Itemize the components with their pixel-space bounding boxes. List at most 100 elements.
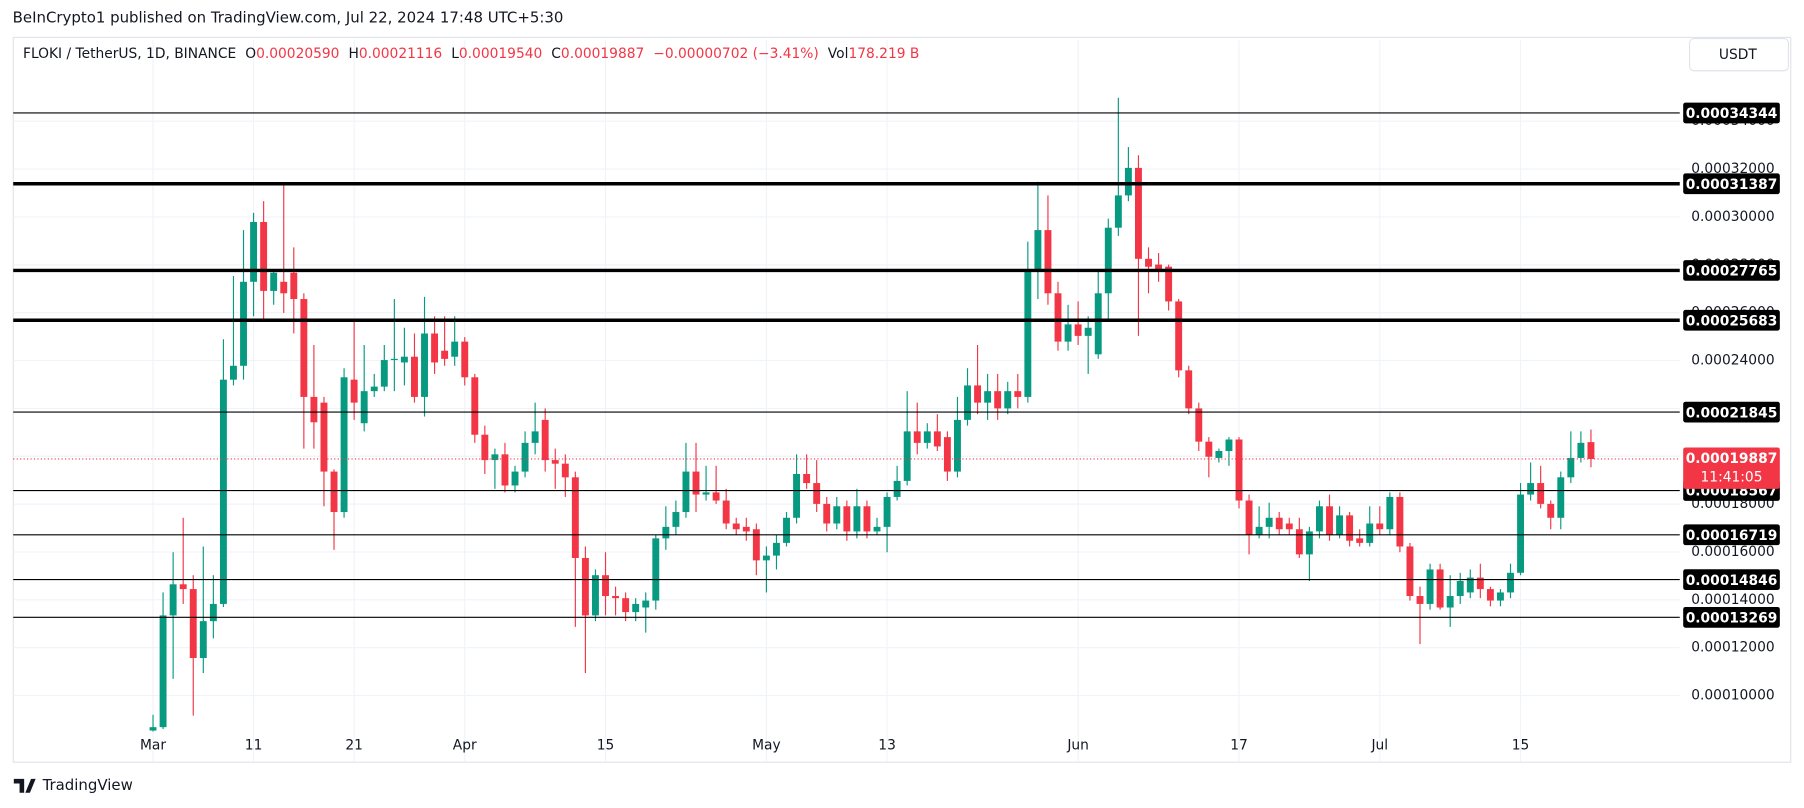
plot: 0.00010000 0.00012000 0.00014000 0.00016000… [13, 40, 1780, 762]
candle-body [350, 379, 358, 403]
candle-body [491, 454, 499, 461]
candle-body [823, 503, 831, 524]
candle-body [803, 473, 811, 484]
y-tick-label: 0.00030000 [1691, 209, 1774, 225]
countdown-label: 11:41:05 [1701, 469, 1763, 485]
candle-body [954, 419, 961, 472]
level-label-box [1683, 401, 1780, 423]
candle-body [702, 492, 710, 495]
candle-body [1265, 517, 1273, 527]
legend-key: Vol [828, 46, 849, 62]
candle-body [1004, 391, 1012, 409]
candle-body [1386, 496, 1394, 530]
candle-body [521, 442, 529, 472]
level-label: 0.00016719 [1686, 528, 1778, 544]
candle-body [1527, 483, 1535, 495]
y-tick-label: 0.00010000 [1691, 688, 1774, 704]
candle-body [380, 360, 388, 387]
level-label-box [1683, 260, 1780, 281]
candle-body [1305, 531, 1313, 555]
candle-body [1104, 227, 1112, 294]
candle-body [511, 471, 519, 486]
candle-body [1547, 503, 1555, 518]
candle-body [1577, 442, 1585, 458]
candle-body [682, 471, 690, 513]
candle-body [300, 299, 308, 397]
candle-body [270, 272, 278, 291]
candle-body [1326, 506, 1333, 535]
legend-key: O [245, 46, 256, 62]
candle-body [1567, 457, 1575, 478]
candle-body [1557, 477, 1565, 518]
button-box[interactable] [1688, 37, 1790, 72]
level-label: 0.00021845 [1686, 405, 1778, 421]
candle-body [451, 341, 459, 357]
candle-body [551, 460, 559, 464]
x-tick-label: Apr [453, 738, 477, 754]
candle-body [471, 377, 479, 435]
legend-change: −0.00000702 (−3.41%) [653, 46, 818, 62]
currency-button[interactable]: USDT [1688, 37, 1790, 72]
candle-body [431, 333, 439, 363]
candle-body [622, 598, 630, 613]
candle-body [219, 379, 227, 604]
candle-body [230, 365, 237, 380]
level-label: 0.00034344 [1686, 106, 1778, 122]
candle-body [1215, 450, 1223, 458]
legend-value: 0.00021116 [359, 46, 442, 62]
level-label: 0.00027765 [1686, 264, 1778, 280]
candle-body [712, 492, 720, 501]
candle-body [421, 333, 428, 397]
logo-text: TradingView [42, 776, 133, 794]
candle-body [672, 512, 680, 527]
candle-body [883, 496, 891, 527]
candle-body [1034, 230, 1042, 271]
x-tick-label: 15 [1512, 738, 1530, 754]
candle-body [692, 471, 700, 495]
candle-body [903, 431, 911, 481]
candle-body [1225, 439, 1233, 451]
candle-body [1074, 324, 1082, 336]
candle-body [1496, 592, 1504, 601]
legend-key: C [551, 46, 561, 62]
x-tick-label: Jun [1066, 738, 1089, 754]
candle-body [290, 272, 298, 300]
candle-body [1155, 264, 1163, 271]
candle-body [943, 437, 951, 472]
level-label-box [1683, 309, 1780, 331]
legend-value: 178.219 B [848, 46, 919, 62]
candle-body [994, 391, 1002, 409]
candle-body [1436, 569, 1444, 608]
y-tick-label: 0.00032000 [1691, 161, 1774, 177]
candle-body [833, 506, 841, 524]
candle-body [1124, 167, 1132, 196]
candle-body [390, 358, 398, 361]
candle-body [602, 575, 609, 597]
legend-key: H [348, 46, 358, 62]
candle-body [1466, 577, 1474, 593]
candle-body [1446, 596, 1454, 608]
level-label-box [1683, 524, 1780, 546]
candle-body [652, 538, 660, 601]
x-tick-label: May [752, 738, 781, 754]
candle-body [1255, 526, 1263, 535]
candle-body [400, 356, 408, 363]
candle-body [974, 385, 982, 403]
level-label: 0.00014846 [1686, 573, 1778, 589]
candle-body [1145, 258, 1152, 267]
candle-body [783, 517, 790, 543]
candle-body [189, 589, 197, 659]
price-label: 0.00019887 [1686, 451, 1778, 467]
candle-body [481, 434, 489, 461]
candle-body [762, 555, 770, 561]
candle-body [793, 473, 801, 518]
publish-header: BeInCrypto1 published on TradingView.com… [13, 8, 564, 26]
candle-body [209, 603, 217, 622]
candle-body [722, 500, 730, 524]
candle-body [1517, 494, 1525, 573]
button-label[interactable]: USDT [1719, 47, 1757, 63]
candle-body [592, 575, 599, 616]
candle-body [1396, 496, 1404, 547]
